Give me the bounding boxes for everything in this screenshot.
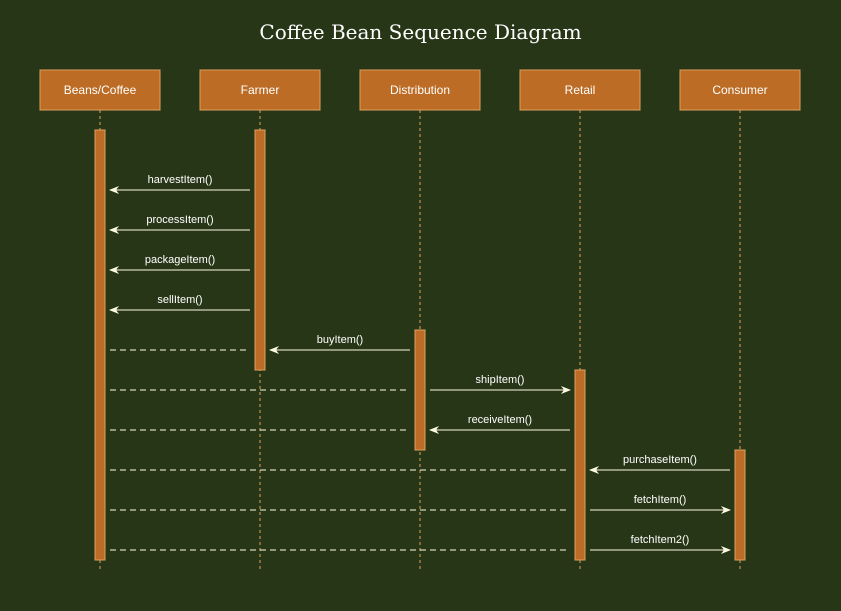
- message-label-5: buyItem(): [317, 334, 363, 346]
- actor-box-distribution: [359, 69, 481, 111]
- message-label-2: processItem(): [146, 214, 213, 226]
- actor-label-consumer: Consumer: [712, 83, 767, 97]
- actor-label-distribution: Distribution: [390, 83, 450, 97]
- message-label-9: fetchItem(): [634, 494, 687, 506]
- activation-bar-distribution: [414, 329, 426, 451]
- actor-box-consumer: [679, 69, 801, 111]
- actor-box-retail: [519, 69, 641, 111]
- message-label-4: sellItem(): [157, 294, 202, 306]
- message-label-7: receiveItem(): [468, 414, 532, 426]
- activation-bar-farmer: [254, 129, 266, 371]
- activation-bar-retail: [574, 369, 586, 561]
- message-label-10: fetchItem2(): [631, 534, 690, 546]
- actor-label-retail: Retail: [565, 83, 596, 97]
- actor-box-beans: [39, 69, 161, 111]
- message-label-6: shipItem(): [476, 374, 525, 386]
- activation-bar-beans: [94, 129, 106, 561]
- actor-box-farmer: [199, 69, 321, 111]
- message-label-3: packageItem(): [145, 254, 215, 266]
- message-label-1: harvestItem(): [148, 174, 213, 186]
- actor-label-beans: Beans/Coffee: [64, 83, 137, 97]
- activation-bar-consumer: [734, 449, 746, 561]
- actor-label-farmer: Farmer: [241, 83, 280, 97]
- diagram-title: Coffee Bean Sequence Diagram: [259, 20, 582, 44]
- message-label-8: purchaseItem(): [623, 454, 697, 466]
